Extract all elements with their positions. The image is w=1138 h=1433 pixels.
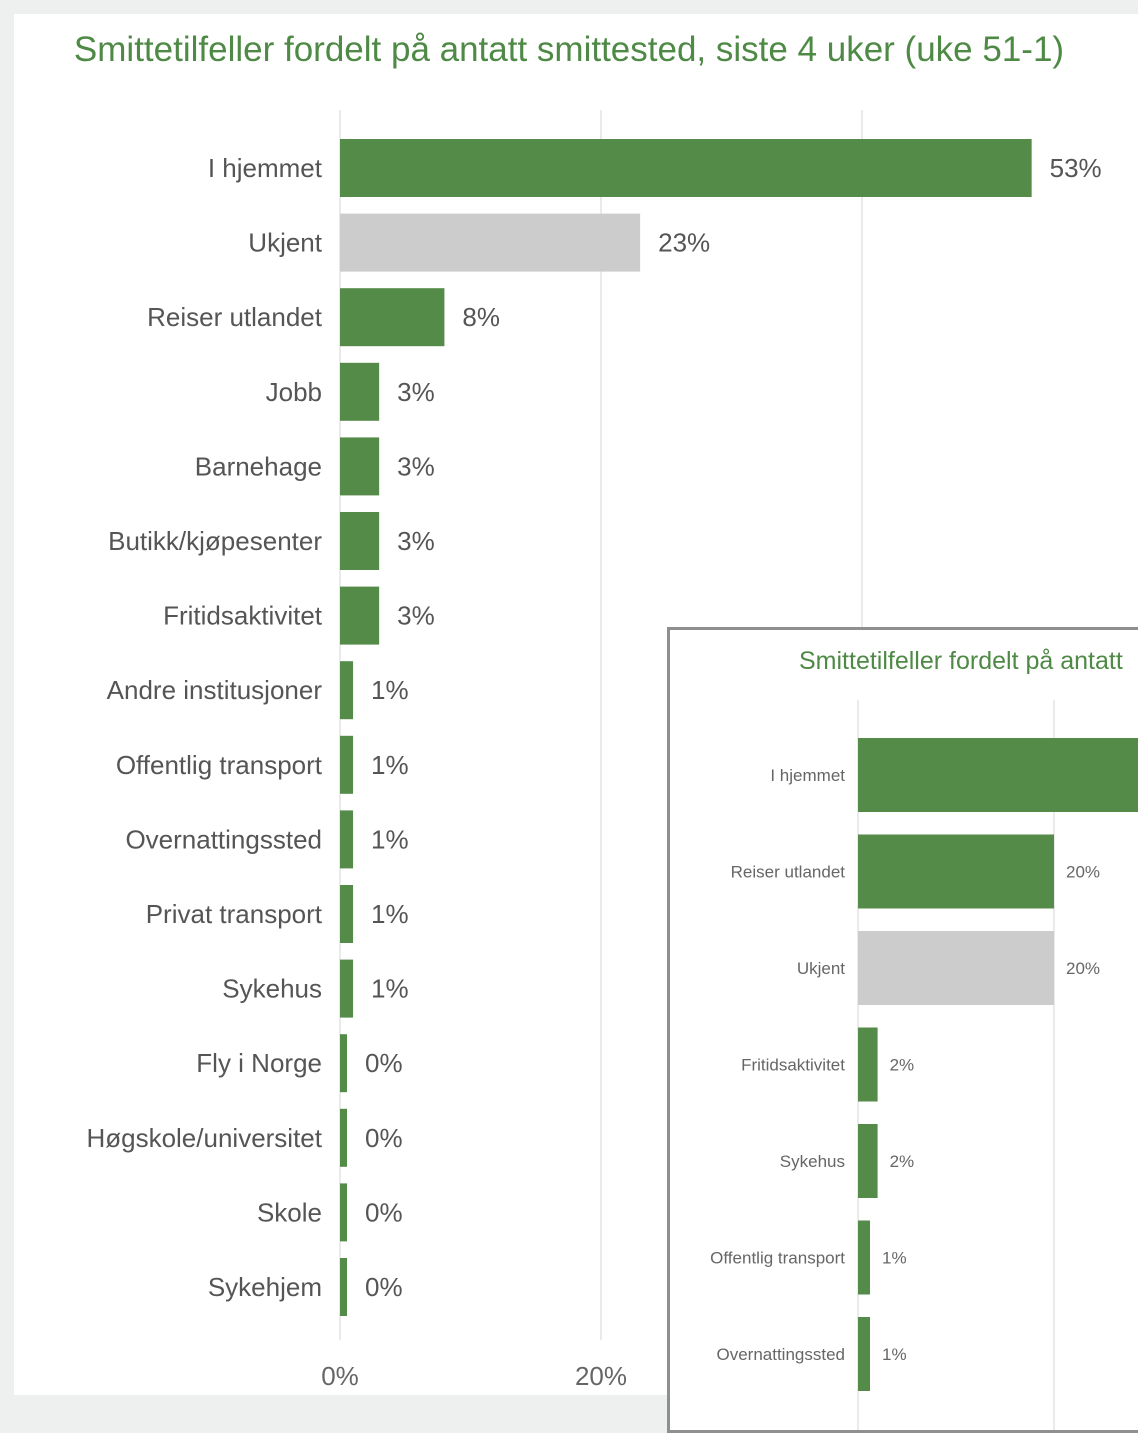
bar: [340, 213, 641, 272]
bar: [858, 1220, 870, 1295]
value-label: 0%: [365, 1197, 403, 1227]
chart-title: Smittetilfeller fordelt på antatt smitte…: [73, 30, 1065, 69]
bar: [340, 661, 354, 720]
x-tick-label: 20%: [575, 1361, 627, 1391]
value-label: 3%: [397, 451, 435, 481]
bar: [340, 1108, 347, 1167]
bar: [858, 834, 1054, 909]
bar: [340, 437, 380, 496]
bar: [340, 885, 354, 943]
category-label: Sykehus: [222, 974, 322, 1004]
value-label: 20%: [1066, 863, 1100, 882]
category-label: Privat transport: [146, 899, 323, 929]
value-label: 1%: [371, 974, 409, 1004]
value-label: 53%: [1050, 153, 1102, 183]
category-label: Offentlig transport: [710, 1249, 845, 1268]
category-label: Ukjent: [248, 228, 322, 258]
x-tick-label: 0%: [321, 1361, 359, 1391]
value-label: 1%: [882, 1345, 907, 1364]
bar: [340, 810, 354, 869]
category-label: Sykehjem: [208, 1272, 322, 1302]
value-label: 3%: [397, 526, 435, 556]
bar: [858, 738, 1138, 812]
value-label: 2%: [890, 1056, 915, 1075]
value-label: 0%: [365, 1123, 403, 1153]
bar: [340, 1034, 347, 1093]
value-label: 20%: [1066, 959, 1100, 978]
bar: [340, 512, 380, 570]
inset-bar-chart: I hjemmet Reiser utlandet 20% Ukjent 20% Frit…: [710, 700, 1138, 1430]
bar: [340, 735, 354, 794]
value-label: 1%: [371, 824, 409, 854]
value-label: 3%: [397, 601, 435, 631]
value-label: 2%: [890, 1152, 915, 1171]
bar: [340, 959, 354, 1018]
main-bar-chart: 0% 20% I hjemmet 53% Ukjent 23% Reiser utlande…: [86, 110, 1102, 1391]
category-label: Butikk/kjøpesenter: [108, 526, 322, 556]
category-label: Overnattingssted: [125, 824, 322, 854]
category-label: Barnehage: [195, 451, 322, 481]
category-label: Andre institusjoner: [107, 675, 323, 705]
inset-chart-title: Smittetilfeller fordelt på antatt: [799, 647, 1123, 675]
category-label: Fritidsaktivitet: [741, 1056, 845, 1075]
bar: [340, 288, 445, 347]
value-label: 1%: [371, 899, 409, 929]
category-label: Sykehus: [780, 1152, 845, 1171]
category-label: I hjemmet: [770, 766, 845, 785]
value-label: 8%: [462, 302, 500, 332]
category-label: I hjemmet: [208, 153, 323, 183]
value-label: 23%: [658, 228, 710, 258]
category-label: Ukjent: [797, 959, 845, 978]
value-label: 1%: [882, 1249, 907, 1268]
bar: [858, 1317, 870, 1391]
category-label: Skole: [257, 1197, 322, 1227]
category-label: Offentlig transport: [116, 750, 323, 780]
bar: [858, 1124, 878, 1198]
value-label: 1%: [371, 675, 409, 705]
value-label: 3%: [397, 377, 435, 407]
inset-chart-panel: Smittetilfeller fordelt på antatt I hjem…: [667, 627, 1138, 1433]
value-label: 0%: [365, 1048, 403, 1078]
category-label: Fritidsaktivitet: [163, 601, 323, 631]
category-label: Overnattingssted: [716, 1345, 845, 1364]
bar: [340, 586, 380, 645]
bar: [858, 931, 1054, 1005]
value-label: 0%: [365, 1272, 403, 1302]
bar: [340, 1258, 347, 1316]
category-label: Jobb: [266, 377, 322, 407]
category-label: Reiser utlandet: [147, 302, 323, 332]
bar: [340, 1183, 347, 1242]
category-label: Høgskole/universitet: [86, 1123, 322, 1153]
value-label: 1%: [371, 750, 409, 780]
category-label: Reiser utlandet: [731, 863, 846, 882]
bar: [858, 1027, 878, 1102]
category-label: Fly i Norge: [196, 1048, 322, 1078]
bar: [340, 362, 380, 421]
bar: [340, 139, 1032, 197]
